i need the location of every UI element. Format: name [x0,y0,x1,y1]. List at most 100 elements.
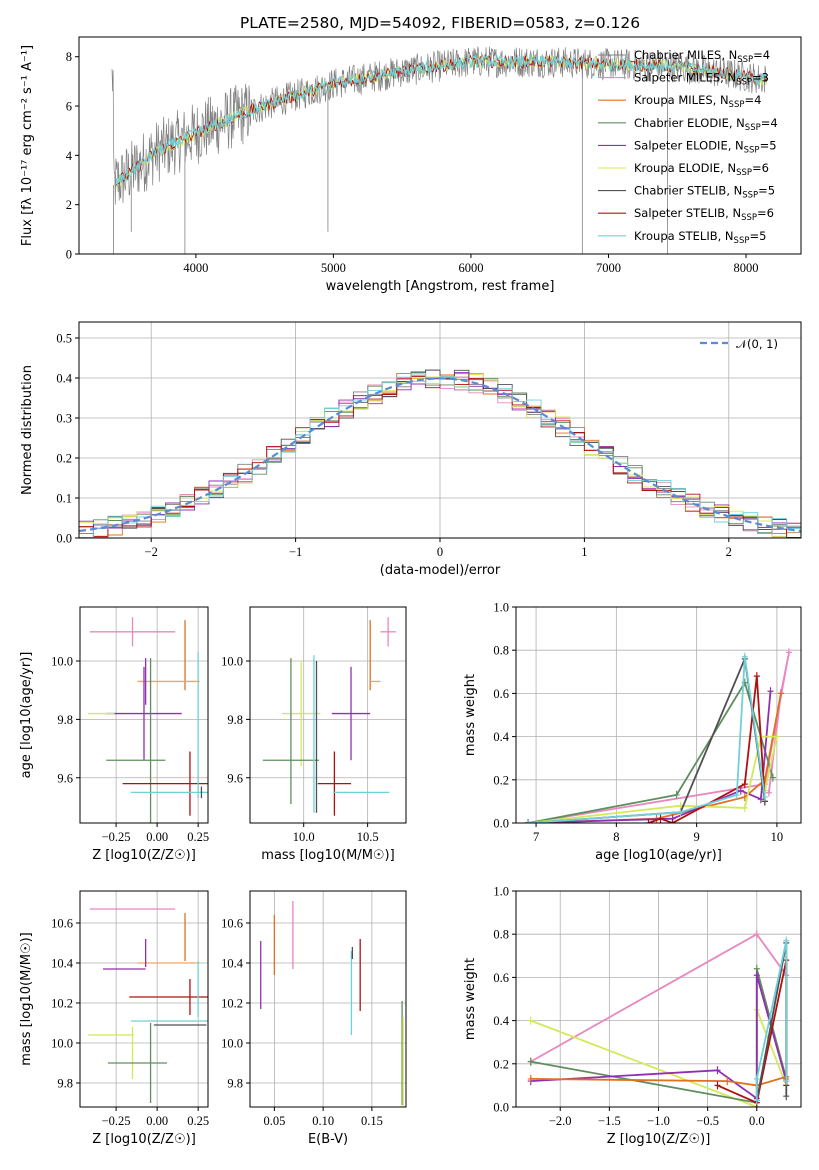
x-axis-label: Z [log10(Z/Z☉)] [607,1132,711,1147]
x-tick-label: 0.00 [146,830,168,844]
weight-marker [753,1074,760,1083]
weight-marker [673,790,680,799]
y-tick-label: 10.4 [51,957,74,971]
panel-2: −2 −1 0 1 2 0.0 0.1 0.2 0.3 0.4 0.5 (data-model)/er… [20,321,802,578]
y-tick-label: 10.0 [51,1037,73,1051]
y-tick-label: 10.4 [221,957,244,971]
x-tick-label: −1 [289,545,302,559]
y-axis-label: Flux [fλ 10⁻¹⁷ erg cm⁻² s⁻¹ A⁻¹] [20,45,35,246]
y-tick-label: 9.6 [57,771,73,785]
weight-series [525,678,776,823]
y-tick-label: 9.8 [57,1077,73,1091]
x-axis-label: Z [log10(Z/Z☉)] [92,1132,196,1147]
legend-label: Chabrier MILES, NSSP=4 [634,48,770,65]
legend-label: Kroupa MILES, NSSP=4 [634,93,761,110]
legend-label: Kroupa STELIB, NSSP=5 [634,229,766,246]
legend-label: 𝒩(0, 1) [736,337,778,351]
panel-5: 7 8 9 10 0.0 0.2 0.4 0.6 0.8 1.0 age [log10(age/yr… [463,601,802,863]
weight-marker [783,1077,790,1086]
plot-area [260,901,404,1107]
y-tick-label: 10.2 [51,997,73,1011]
weight-marker [783,936,790,945]
x-tick-label: −0.25 [102,1114,131,1128]
y-tick-label: 10.6 [221,917,243,931]
x-tick-label: 0.0 [749,1114,765,1128]
weight-marker [741,803,748,812]
y-tick-label: 0.8 [493,928,509,942]
axes-frame [249,890,407,1108]
y-tick-label: 0.0 [493,1101,509,1115]
y-axis-label: Normed distribution [20,365,35,495]
weight-line [527,655,766,823]
panel-4: 10.0 10.5 9.6 9.8 10.0 mass [log10(M/M☉)] [221,606,407,863]
y-tick-label: 1.0 [493,885,509,899]
x-tick-label: 9 [694,830,700,844]
y-tick-label: 0.4 [493,730,509,744]
weight-marker [527,1057,534,1066]
error-bar-point [106,666,182,761]
y-tick-label: 0.3 [56,412,72,426]
weight-marker [724,1077,731,1086]
x-tick-label: −0.25 [102,830,131,844]
y-tick-label: 10.0 [221,1037,243,1051]
x-tick-label: 10.5 [357,830,379,844]
x-tick-label: 8 [613,830,619,844]
y-tick-label: 0.0 [56,532,72,546]
y-tick-label: 6 [66,100,72,114]
panel-3: −0.25 0.00 0.25 9.6 9.8 10.0 Z [log10(Z/Z☉)] ag… [19,606,209,863]
y-tick-label: 10.0 [51,655,73,669]
axes-frame [79,890,209,1108]
grid [250,607,406,823]
axes-frame [79,606,209,824]
y-tick-label: 10.0 [221,655,243,669]
x-tick-label: 4000 [183,261,208,275]
weight-marker [645,819,652,823]
x-tick-label: 2 [726,545,732,559]
x-tick-label: 0.25 [187,830,209,844]
panel-8: −2.0 −1.5 −1.0 −0.5 0.0 0.0 0.2 0.4 0.6 0.8 1.0 Z [… [463,885,802,1147]
weight-marker [714,1081,721,1090]
y-tick-label: 0.5 [56,332,72,346]
axes-frame [249,606,407,824]
x-tick-label: 0.10 [312,1114,334,1128]
weight-marker [714,1066,721,1075]
x-tick-label: 0 [437,545,443,559]
x-tick-label: −2.0 [549,1114,572,1128]
plot-area [262,617,396,816]
weight-marker [741,652,748,661]
x-tick-label: 0.15 [361,1114,383,1128]
y-tick-label: 8 [66,50,72,64]
weight-line [527,735,779,823]
plot-area [527,930,790,1107]
weight-marker [657,814,664,823]
x-axis-label: mass [log10(M/M☉)] [261,848,394,863]
figure-title: PLATE=2580, MJD=54092, FIBERID=0583, z=0… [240,14,640,32]
y-tick-label: 1.0 [493,601,509,615]
y-tick-label: 10.2 [221,997,243,1011]
weight-series [753,936,790,1105]
weight-marker [785,648,792,657]
y-tick-label: 0.6 [493,971,509,985]
histogram-series [79,372,801,538]
legend-label: Chabrier STELIB, NSSP=5 [634,184,775,201]
weight-marker [761,793,768,802]
weight-marker [753,930,760,939]
weight-marker [741,780,748,789]
x-tick-label: −1.5 [598,1114,621,1128]
x-tick-label: 8000 [733,261,758,275]
x-tick-label: −1.0 [647,1114,670,1128]
weight-marker [677,808,684,817]
x-tick-label: 0.05 [263,1114,285,1128]
weight-line [755,940,788,1101]
y-tick-label: 0.2 [493,773,509,787]
weight-series [525,648,792,823]
x-tick-label: 6000 [458,261,483,275]
weight-marker [525,819,532,823]
x-axis-label: age [log10(age/yr)] [595,848,722,863]
weight-line [527,656,766,823]
x-tick-label: 7 [533,830,539,844]
weight-marker [669,819,676,823]
x-tick-label: 1 [581,545,587,559]
legend-label: Salpeter STELIB, NSSP=6 [634,206,774,223]
x-tick-label: 0.25 [187,1114,209,1128]
